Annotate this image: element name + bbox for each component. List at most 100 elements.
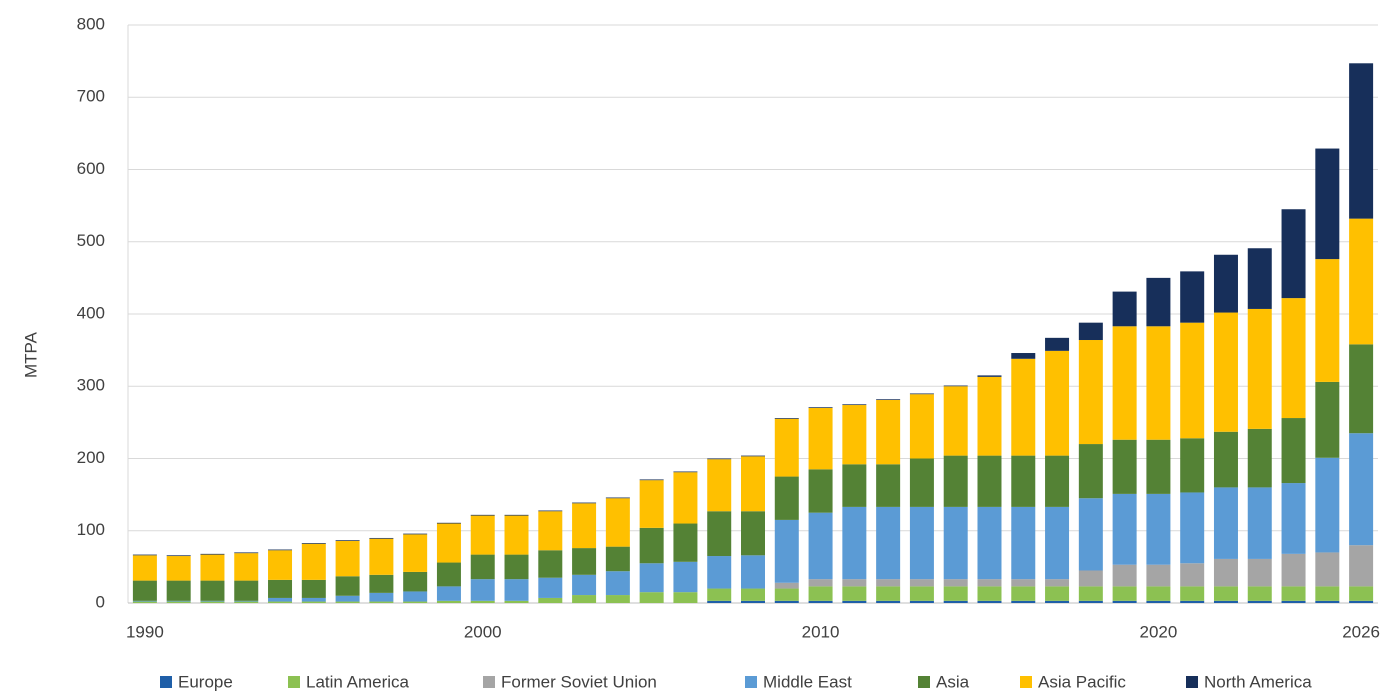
bar-segment: [1213, 586, 1238, 601]
bar-segment: [1213, 600, 1238, 603]
bar-segment: [943, 586, 968, 601]
bar-segment: [707, 459, 732, 512]
bar-segment: [1180, 600, 1205, 603]
bar-segment: [436, 600, 461, 603]
bar-segment: [470, 600, 495, 603]
bar-segment: [132, 580, 157, 601]
bar-segment: [1349, 63, 1374, 219]
legend-swatch: [288, 676, 300, 688]
bar-segment: [1349, 545, 1374, 587]
bar-segment: [132, 555, 157, 581]
legend-label: Asia Pacific: [1038, 672, 1126, 691]
bar-segment: [741, 588, 765, 601]
bar-segment: [538, 511, 563, 551]
bar-segment: [1180, 586, 1205, 601]
legend-label: Asia: [936, 672, 970, 691]
bar-segment: [1045, 337, 1070, 351]
y-tick-label: 500: [77, 231, 105, 250]
bar-segment: [301, 579, 326, 598]
bar-segment: [943, 386, 968, 456]
bar-segment: [166, 556, 191, 581]
bar-segment: [605, 571, 630, 596]
bar-segment: [741, 456, 765, 512]
bar-segment: [470, 514, 495, 516]
x-tick-label: 2020: [1139, 622, 1177, 641]
bar-segment: [436, 586, 461, 601]
bar-segment: [1315, 259, 1340, 382]
bar-segment: [808, 586, 833, 601]
bar-segment: [774, 588, 799, 601]
bar-segment: [335, 595, 360, 602]
bar-segment: [403, 601, 428, 603]
bar-segment: [842, 579, 867, 587]
bar-segment: [605, 546, 630, 572]
legend-label: Middle East: [763, 672, 852, 691]
bar-segment: [1045, 579, 1070, 587]
bar-segment: [707, 511, 732, 557]
bar-segment: [1281, 418, 1306, 484]
bar-segment: [1213, 558, 1238, 587]
bar-segment: [166, 600, 191, 602]
bar-segment: [842, 600, 867, 603]
bar-segment: [707, 556, 732, 589]
bar-segment: [943, 506, 968, 580]
legend-swatch: [1186, 676, 1198, 688]
bar-segment: [605, 595, 630, 603]
bar-segment: [1146, 326, 1171, 440]
legend-label: Europe: [178, 672, 233, 691]
bar-segment: [876, 586, 901, 601]
bar-segment: [876, 399, 901, 465]
bar-segment: [977, 376, 1002, 456]
bar-segment: [268, 549, 293, 551]
bar-segment: [1247, 586, 1272, 601]
bar-segment: [572, 503, 597, 549]
bar-segment: [977, 586, 1002, 601]
bar-segment: [1112, 586, 1137, 601]
bar-segment: [1281, 600, 1306, 603]
bar-segment: [335, 540, 360, 577]
bar-segment: [132, 554, 157, 556]
bar-segment: [200, 553, 225, 555]
x-tick-label: 2026: [1342, 622, 1380, 641]
bar-segment: [977, 455, 1002, 507]
bar-segment: [808, 579, 833, 587]
bar-segment: [876, 399, 901, 400]
bar-segment: [943, 600, 968, 603]
legend-swatch: [160, 676, 172, 688]
bar-segment: [842, 506, 867, 580]
y-tick-label: 800: [77, 14, 105, 33]
bar-segment: [1112, 564, 1137, 587]
bar-segment: [504, 579, 529, 601]
x-tick-label: 2000: [464, 622, 502, 641]
bar-segment: [234, 600, 259, 602]
bar-segment: [1315, 457, 1340, 553]
bar-segment: [1078, 444, 1103, 499]
bar-segment: [1045, 586, 1070, 601]
bar-segment: [808, 600, 833, 603]
bar-segment: [369, 601, 394, 603]
bar-segment: [1112, 291, 1137, 327]
bar-segment: [268, 550, 293, 580]
bar-segment: [369, 592, 394, 602]
bar-segment: [605, 497, 630, 499]
bar-segment: [1247, 600, 1272, 603]
bar-segment: [639, 527, 664, 564]
bar-segment: [842, 586, 867, 601]
bar-segment: [1213, 312, 1238, 432]
bar-segment: [909, 394, 934, 459]
legend-label: Former Soviet Union: [501, 672, 657, 691]
bar-segment: [268, 597, 293, 602]
bar-segment: [639, 480, 664, 528]
bar-segment: [1213, 254, 1238, 313]
bar-segment: [268, 579, 293, 598]
bar-segment: [943, 579, 968, 587]
bar-segment: [842, 464, 867, 507]
bar-segment: [132, 601, 157, 603]
bar-segment: [1315, 381, 1340, 458]
bar-segment: [909, 579, 934, 587]
bar-segment: [335, 601, 360, 603]
bar-segment: [842, 404, 867, 406]
bar-segment: [166, 555, 191, 557]
bar-segment: [774, 600, 799, 603]
y-axis-label: MTPA: [21, 331, 40, 378]
